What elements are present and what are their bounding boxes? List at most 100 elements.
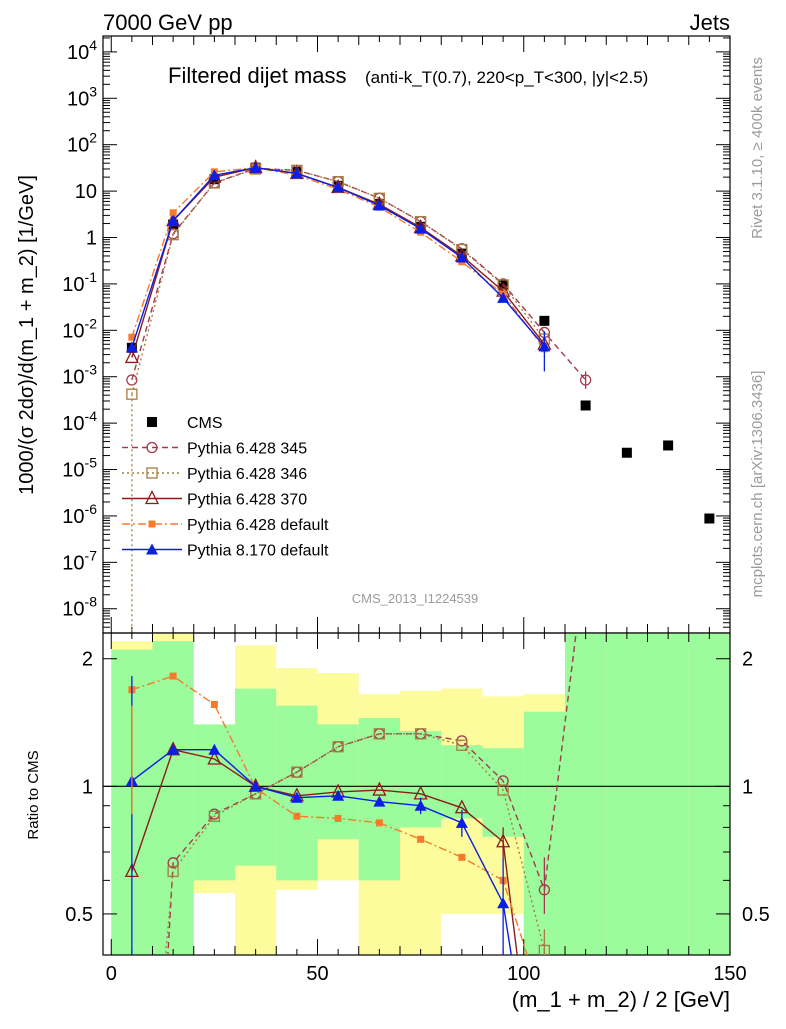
ratio-data-point bbox=[167, 865, 179, 878]
ratio-series-group bbox=[124, 633, 577, 955]
y-tick-label-base: 10 bbox=[67, 88, 89, 110]
ratio-y-tick-label-right: 1 bbox=[742, 776, 753, 798]
analysis-id-label: CMS_2013_I1224539 bbox=[352, 591, 479, 606]
ratio-data-point bbox=[456, 739, 468, 751]
legend-marker bbox=[146, 543, 158, 555]
x-tick-label: 0 bbox=[106, 963, 117, 985]
data-point bbox=[124, 349, 139, 364]
y-tick-label-base: 10 bbox=[62, 367, 84, 389]
ratio-data-point bbox=[373, 795, 386, 807]
y-tick-label: 10-5 bbox=[62, 455, 97, 482]
y-tick-label-exponent: -5 bbox=[85, 455, 98, 471]
ratio-data-point bbox=[208, 810, 221, 822]
data-point bbox=[126, 388, 138, 400]
data-point bbox=[208, 169, 221, 181]
legend-label: CMS bbox=[187, 415, 223, 432]
y-tick-label: 10-8 bbox=[62, 594, 97, 621]
ratio-y-tick-label-right: 0.5 bbox=[742, 904, 770, 926]
band-stat-uncertainty bbox=[565, 633, 607, 955]
y-tick-label-base: 10 bbox=[75, 181, 97, 203]
legend-label: Pythia 6.428 346 bbox=[187, 466, 307, 483]
ratio-frame bbox=[102, 632, 731, 956]
y-tick-label: 10-1 bbox=[62, 269, 97, 296]
data-point bbox=[539, 315, 550, 326]
mcplots-label: mcplots.cern.ch [arXiv:1306.3436] bbox=[749, 371, 766, 598]
data-point bbox=[414, 222, 427, 234]
chart-subtitle: (anti-k_T(0.7), 220<p_T<300, |y|<2.5) bbox=[365, 68, 648, 87]
chart-title: Filtered dijet mass bbox=[168, 63, 347, 88]
ratio-data-point bbox=[169, 672, 177, 680]
y-tick-label-exponent: -8 bbox=[85, 594, 98, 610]
ratio-y-tick-label: 2 bbox=[82, 649, 93, 671]
ratio-data-point bbox=[372, 781, 387, 796]
ratio-data-point bbox=[290, 791, 303, 803]
ratio-y-tick-label-right: 2 bbox=[742, 649, 753, 671]
y-tick-label-base: 10 bbox=[67, 42, 89, 64]
y-tick-label-base: 10 bbox=[62, 320, 84, 342]
y-tick-label-base: 10 bbox=[62, 552, 84, 574]
ratio-data-point bbox=[414, 728, 427, 740]
y-tick-label-exponent: 4 bbox=[89, 37, 97, 53]
legend-label: Pythia 8.170 default bbox=[187, 543, 329, 560]
ratio-data-point bbox=[497, 775, 509, 787]
ratio-data-point bbox=[334, 814, 342, 822]
ratio-data-point bbox=[293, 812, 301, 820]
ratio-y-tick-label: 1 bbox=[82, 776, 93, 798]
data-point bbox=[126, 374, 138, 386]
band-stat-uncertainty bbox=[482, 748, 524, 837]
y-tick-label: 102 bbox=[67, 130, 97, 157]
x-tick-label: 150 bbox=[713, 963, 746, 985]
y-tick-label: 1 bbox=[86, 228, 97, 250]
y-tick-label: 104 bbox=[67, 37, 97, 64]
y-tick-label-exponent: -4 bbox=[85, 408, 98, 424]
y-tick-label-base: 10 bbox=[62, 460, 84, 482]
series-line bbox=[131, 166, 545, 348]
ratio-data-point bbox=[249, 780, 262, 792]
x-tick-label: 50 bbox=[306, 963, 328, 985]
data-point bbox=[373, 199, 386, 211]
legend-marker bbox=[144, 490, 160, 505]
legend-marker bbox=[147, 417, 157, 427]
legend-label: Pythia 6.428 345 bbox=[187, 441, 307, 458]
ratio-data-point bbox=[210, 700, 218, 708]
ratio-data-point bbox=[208, 743, 221, 755]
data-point bbox=[580, 400, 591, 411]
y-tick-label-exponent: -2 bbox=[85, 315, 98, 331]
ratio-panel: 0 50 100 150 0.5 0.5 1 1 2 2 Ratio to CMS (m_1 + m_… bbox=[25, 632, 770, 1012]
series-line bbox=[131, 168, 545, 395]
y-tick-label: 103 bbox=[67, 83, 97, 110]
band-stat-uncertainty bbox=[647, 633, 689, 955]
x-tick-label: 100 bbox=[507, 963, 540, 985]
y-tick-label: 10-2 bbox=[62, 315, 97, 342]
data-point bbox=[497, 279, 509, 291]
data-point bbox=[332, 181, 345, 193]
y-tick-label-base: 10 bbox=[62, 274, 84, 296]
y-tick-label: 10 bbox=[75, 181, 97, 203]
ratio-data-point bbox=[167, 857, 179, 869]
legend-label: Pythia 6.428 370 bbox=[187, 492, 307, 509]
legend: CMS Pythia 6.428 345 Pythia 6.428 346 Pythi… bbox=[122, 415, 329, 560]
data-point bbox=[249, 161, 262, 173]
data-point bbox=[125, 341, 138, 353]
y-tick-label-exponent: 3 bbox=[89, 83, 97, 99]
data-point bbox=[169, 209, 177, 217]
ratio-data-point bbox=[375, 819, 383, 827]
x-axis-label: (m_1 + m_2) / 2 [GeV] bbox=[512, 987, 730, 1012]
ratio-data-point bbox=[332, 789, 345, 801]
main-series-group bbox=[124, 159, 715, 633]
y-tick-label-exponent: -3 bbox=[85, 362, 98, 378]
ratio-data-point bbox=[497, 784, 509, 796]
ratio-data-point bbox=[373, 728, 386, 740]
band-stat-uncertainty bbox=[523, 711, 565, 955]
series-line bbox=[131, 167, 587, 381]
band-stat-uncertainty bbox=[441, 745, 483, 819]
header-right: Jets bbox=[690, 10, 730, 35]
main-panel: 10-810-710-610-510-410-310-210-111010210… bbox=[16, 35, 731, 634]
y-tick-label-base: 10 bbox=[62, 599, 84, 621]
y-tick-label-base: 1 bbox=[86, 228, 97, 250]
series-line bbox=[131, 166, 545, 358]
data-point bbox=[704, 513, 715, 524]
ratio-data-point bbox=[417, 835, 425, 843]
legend-marker bbox=[146, 441, 158, 454]
